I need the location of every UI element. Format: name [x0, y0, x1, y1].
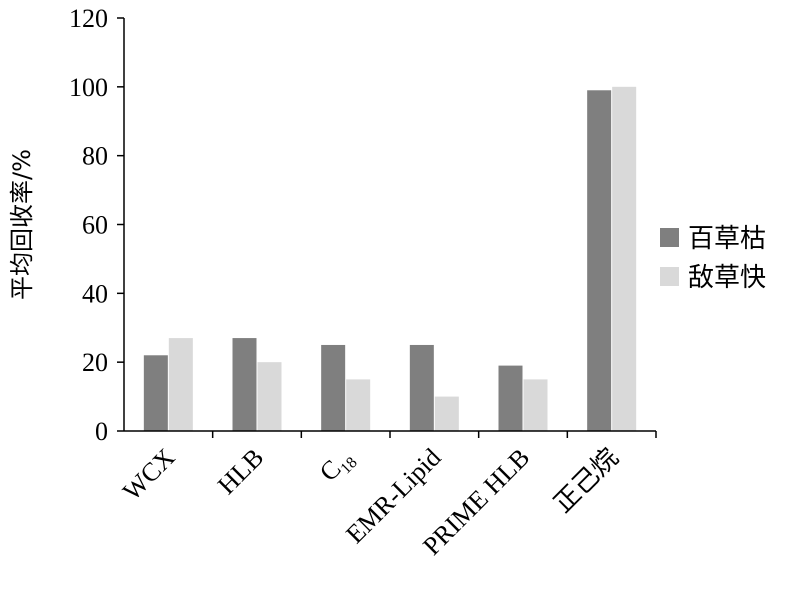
bar-series1: [587, 90, 612, 432]
bar-series2: [168, 338, 193, 431]
legend-swatch: [660, 228, 679, 247]
bar-series2: [346, 379, 371, 431]
y-tick-label: 100: [69, 73, 108, 102]
y-tick-label: 40: [82, 279, 108, 308]
legend-label: 敌草快: [688, 263, 766, 293]
bar-series2: [612, 86, 637, 431]
bar-series1: [232, 338, 257, 431]
x-category-label: WCX: [117, 443, 181, 507]
y-axis-ticks: 0 20 40 60 80 100 120: [69, 4, 124, 446]
y-tick-label: 120: [69, 4, 108, 33]
y-tick-label: 60: [82, 211, 108, 240]
bars: [143, 86, 657, 438]
bar-series2: [257, 362, 282, 431]
bar-series2: [434, 396, 459, 431]
bar-series1: [143, 355, 168, 431]
x-category-label: C18: [314, 443, 361, 490]
y-tick-label: 80: [82, 142, 108, 171]
legend-label: 百草枯: [688, 224, 766, 254]
bar-series1: [409, 344, 434, 431]
y-tick-label: 20: [82, 348, 108, 377]
x-category-label: HLB: [212, 443, 269, 500]
bar-series1: [321, 344, 346, 431]
legend-swatch: [660, 267, 679, 286]
bar-series2: [523, 379, 548, 431]
bar-series1: [498, 365, 523, 431]
y-tick-label: 0: [95, 417, 108, 446]
y-axis-title: 平均回收率/%: [8, 149, 36, 300]
x-category-label: 正己烷: [548, 443, 624, 519]
